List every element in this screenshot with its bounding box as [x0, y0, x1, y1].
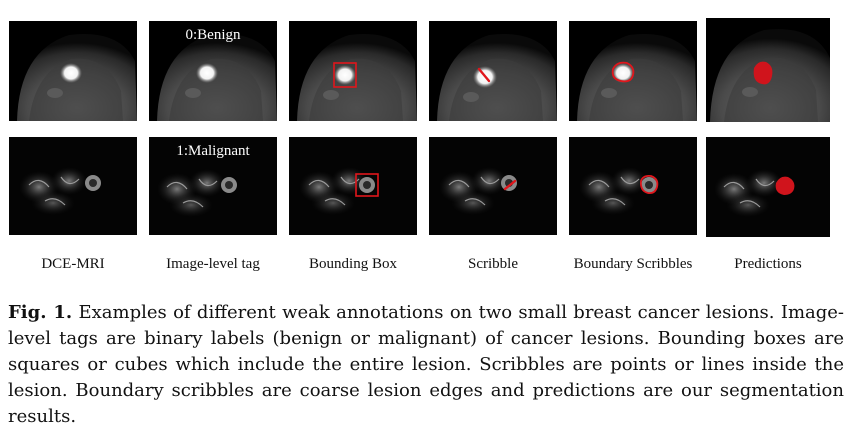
panel-malignant-prediction [706, 137, 830, 237]
image-level-tag-benign: 0:Benign [185, 27, 241, 43]
column-label-boundary-scribbles: Boundary Scribbles [573, 256, 693, 272]
panel-malignant-scribble [429, 137, 557, 235]
boundary-scribble-annotation [639, 174, 659, 195]
caption-text: Examples of different weak annotations o… [8, 302, 844, 427]
mri-image [706, 137, 830, 237]
figure-label: Fig. 1. [8, 302, 73, 323]
panel-benign-image-level-tag: 0:Benign [149, 21, 277, 121]
column-label-predictions: Predictions [734, 256, 802, 272]
mri-image [706, 18, 830, 122]
prediction-segmentation [775, 176, 795, 195]
figure-caption: Fig. 1. Examples of different weak annot… [8, 300, 844, 430]
mri-image [149, 137, 277, 235]
panel-benign-prediction [706, 18, 830, 122]
panel-malignant-dce-mri [9, 137, 137, 235]
column-label-scribble: Scribble [468, 256, 518, 272]
panel-benign-bounding-box [289, 21, 417, 121]
scribble-annotation [477, 67, 491, 83]
bounding-box-annotation [355, 173, 379, 197]
boundary-scribble-annotation [611, 61, 635, 83]
panel-malignant-bounding-box [289, 137, 417, 235]
mri-image [569, 137, 697, 235]
column-label-image-level-tag: Image-level tag [166, 256, 260, 272]
panel-malignant-image-level-tag: 1:Malignant [149, 137, 277, 235]
mri-image [9, 137, 137, 235]
scribble-annotation [503, 179, 517, 191]
mri-image [429, 137, 557, 235]
panel-benign-scribble [429, 21, 557, 121]
prediction-segmentation [753, 61, 773, 85]
panel-benign-dce-mri [9, 21, 137, 121]
column-label-dce-mri: DCE-MRI [41, 256, 105, 272]
mri-image [9, 21, 137, 121]
panel-malignant-boundary-scribbles [569, 137, 697, 235]
mri-image [289, 21, 417, 121]
bounding-box-annotation [333, 62, 357, 88]
column-label-bounding-box: Bounding Box [309, 256, 397, 272]
image-level-tag-malignant: 1:Malignant [176, 143, 250, 159]
mri-image [569, 21, 697, 121]
mri-image [289, 137, 417, 235]
panel-benign-boundary-scribbles [569, 21, 697, 121]
mri-image [429, 21, 557, 121]
mri-image [149, 21, 277, 121]
